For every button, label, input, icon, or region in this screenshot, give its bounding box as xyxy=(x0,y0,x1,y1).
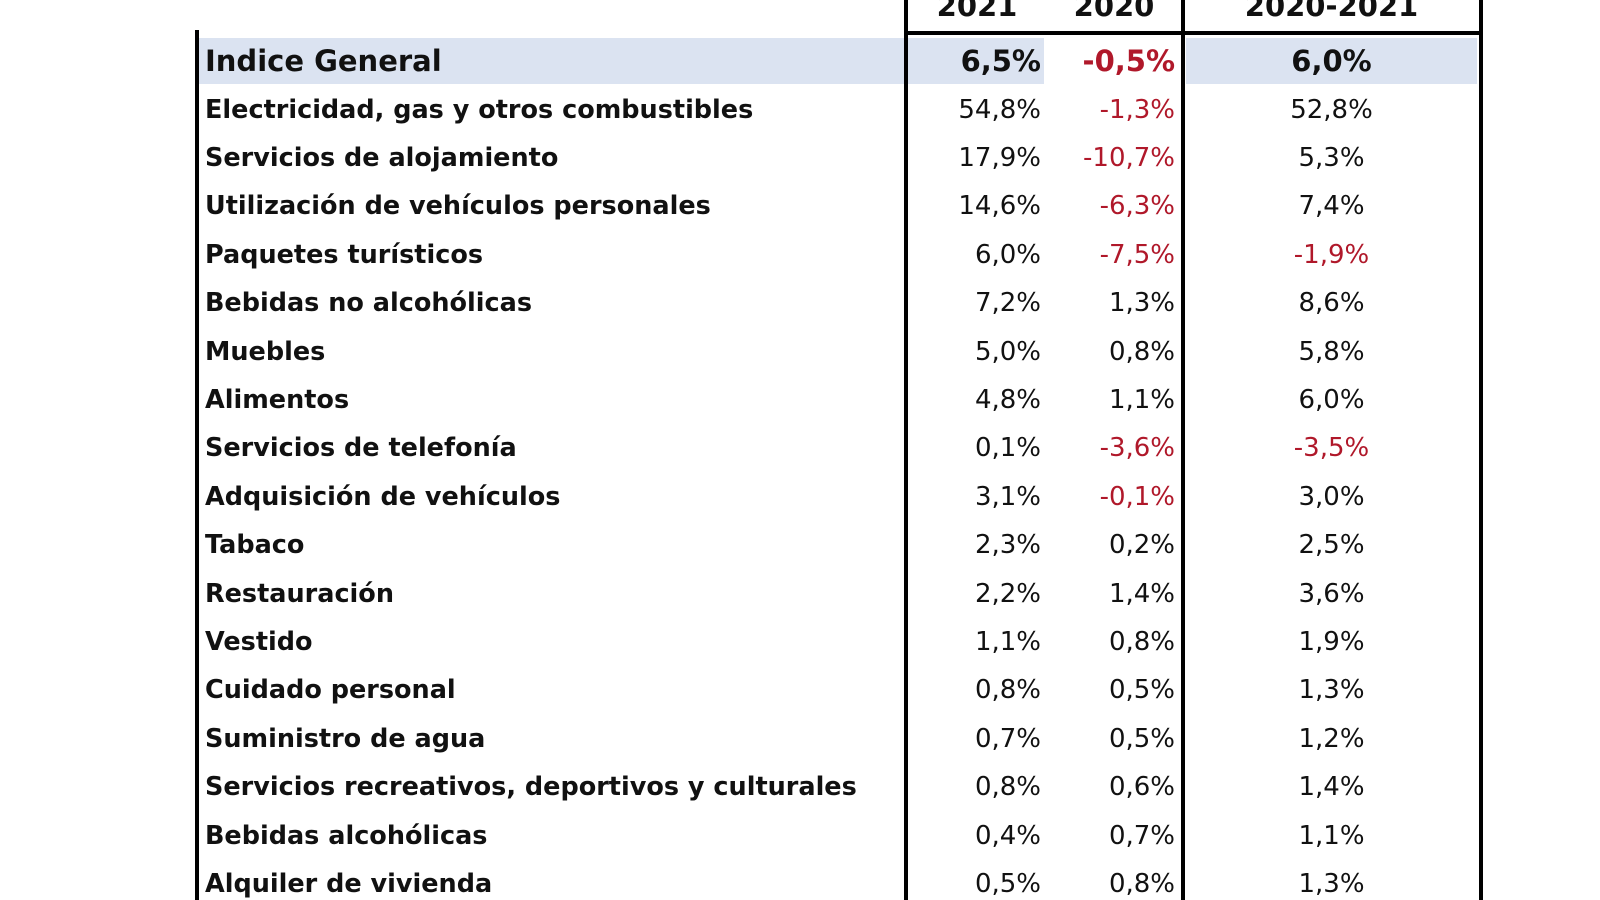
value-cell: 5,3% xyxy=(1298,142,1365,173)
border xyxy=(1181,0,1185,900)
value-cell: 1,4% xyxy=(1108,578,1175,609)
border xyxy=(904,31,1483,35)
row-highlight xyxy=(908,38,1044,85)
value-cell: 3,0% xyxy=(1298,481,1365,512)
value-cell: 0,1% xyxy=(974,433,1041,464)
row-label: Electricidad, gas y otros combustibles xyxy=(205,94,754,125)
value-cell: -1,3% xyxy=(1099,94,1175,125)
value-cell: 54,8% xyxy=(958,94,1041,125)
value-cell: -10,7% xyxy=(1083,142,1175,173)
value-cell: 0,5% xyxy=(1108,723,1175,754)
value-cell: 5,0% xyxy=(974,336,1041,367)
value-cell: 0,7% xyxy=(1108,820,1175,851)
value-cell: 6,0% xyxy=(1291,44,1372,79)
row-label: Utilización de vehículos personales xyxy=(205,191,711,222)
value-cell: 3,6% xyxy=(1298,578,1365,609)
row-label: Muebles xyxy=(205,336,326,367)
value-cell: -7,5% xyxy=(1099,239,1175,270)
value-cell: 5,8% xyxy=(1298,336,1365,367)
value-cell: 7,4% xyxy=(1298,191,1365,222)
value-cell: 17,9% xyxy=(958,142,1041,173)
value-cell: 0,2% xyxy=(1108,530,1175,561)
value-cell: 0,8% xyxy=(1108,626,1175,657)
row-label: Indice General xyxy=(205,44,442,79)
value-cell: 3,1% xyxy=(974,481,1041,512)
row-label: Paquetes turísticos xyxy=(205,239,484,270)
value-cell: -0,1% xyxy=(1099,481,1175,512)
row-label: Vestido xyxy=(205,626,313,657)
value-cell: 1,1% xyxy=(1108,384,1175,415)
value-cell: 1,1% xyxy=(1298,820,1365,851)
value-cell: 1,9% xyxy=(1298,626,1365,657)
value-cell: 0,5% xyxy=(974,868,1041,899)
row-label: Alimentos xyxy=(205,384,350,415)
row-highlight xyxy=(1186,38,1477,85)
value-cell: 0,8% xyxy=(974,675,1041,706)
row-label: Bebidas alcohólicas xyxy=(205,820,488,851)
border xyxy=(195,30,199,900)
value-cell: 1,4% xyxy=(1298,772,1365,803)
border xyxy=(904,0,908,900)
column-header: 2020 xyxy=(1073,0,1155,23)
value-cell: 52,8% xyxy=(1290,94,1373,125)
row-label: Cuidado personal xyxy=(205,675,456,706)
value-cell: 0,7% xyxy=(974,723,1041,754)
value-cell: 0,6% xyxy=(1108,772,1175,803)
row-label: Adquisición de vehículos xyxy=(205,481,561,512)
value-cell: 0,8% xyxy=(1108,336,1175,367)
value-cell: 14,6% xyxy=(958,191,1041,222)
value-cell: 1,1% xyxy=(974,626,1041,657)
value-cell: 0,8% xyxy=(1108,868,1175,899)
value-cell: 1,2% xyxy=(1298,723,1365,754)
column-header: 2020-2021 xyxy=(1244,0,1419,23)
value-cell: 1,3% xyxy=(1298,675,1365,706)
value-cell: -0,5% xyxy=(1082,44,1175,79)
row-label: Servicios recreativos, deportivos y cult… xyxy=(205,772,857,803)
row-label: Suministro de agua xyxy=(205,723,486,754)
value-cell: 0,5% xyxy=(1108,675,1175,706)
row-label: Tabaco xyxy=(205,530,305,561)
value-cell: 2,2% xyxy=(974,578,1041,609)
row-label: Bebidas no alcohólicas xyxy=(205,288,533,319)
column-header: 2021 xyxy=(936,0,1018,23)
border xyxy=(1479,0,1483,900)
value-cell: 6,5% xyxy=(960,44,1041,79)
value-cell: 7,2% xyxy=(974,288,1041,319)
value-cell: 1,3% xyxy=(1298,868,1365,899)
value-cell: 6,0% xyxy=(974,239,1041,270)
value-cell: -3,5% xyxy=(1293,433,1370,464)
value-cell: -1,9% xyxy=(1293,239,1370,270)
row-label: Servicios de telefonía xyxy=(205,433,517,464)
row-label: Restauración xyxy=(205,578,394,609)
value-cell: 2,5% xyxy=(1298,530,1365,561)
row-highlight xyxy=(199,38,904,85)
value-cell: 6,0% xyxy=(1298,384,1365,415)
value-cell: -3,6% xyxy=(1099,433,1175,464)
value-cell: 2,3% xyxy=(974,530,1041,561)
value-cell: 4,8% xyxy=(974,384,1041,415)
row-label: Servicios de alojamiento xyxy=(205,142,559,173)
value-cell: 0,8% xyxy=(974,772,1041,803)
value-cell: 1,3% xyxy=(1108,288,1175,319)
value-cell: -6,3% xyxy=(1099,191,1175,222)
value-cell: 8,6% xyxy=(1298,288,1365,319)
value-cell: 0,4% xyxy=(974,820,1041,851)
row-label: Alquiler de vivienda xyxy=(205,868,493,899)
